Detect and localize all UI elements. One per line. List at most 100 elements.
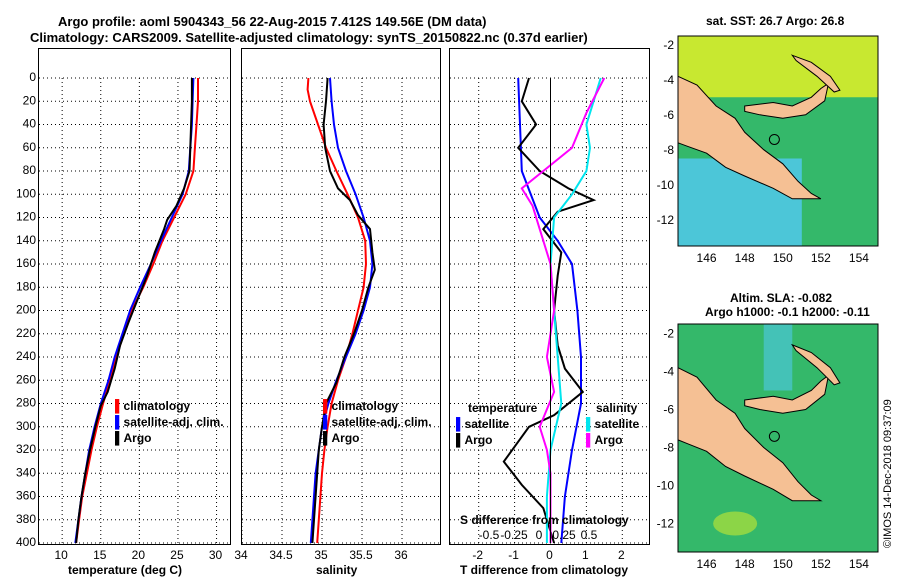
map-lat-label: -12 (657, 517, 675, 531)
map-lat-label: -4 (663, 365, 674, 379)
sla-anomaly-region (713, 511, 758, 536)
legend-argo: Argo (123, 431, 152, 445)
temperature-panel (38, 48, 231, 545)
map-frame (677, 323, 879, 553)
depth-tick-label: 40 (23, 117, 37, 131)
s-difference-ticks: -0.5 -0.25 0 0.25 0.5 (479, 528, 598, 542)
series-line-temperature-argo (502, 77, 597, 544)
depth-tick-label: 400 (16, 535, 36, 549)
legend-climatology: climatology (123, 399, 191, 413)
difference-xlabel: T difference from climatology (460, 563, 629, 577)
legend-climatology: climatology (331, 399, 399, 413)
depth-tick-label: 80 (23, 163, 37, 177)
s-diff-tick-label: 0.25 (552, 528, 576, 542)
depth-tick-label: 180 (16, 279, 36, 293)
map-lat-label: -10 (657, 479, 675, 493)
s-diff-tick-label: -0.25 (500, 528, 528, 542)
salinity-xlabel: salinity (316, 563, 358, 577)
difference-x-ticks: -2 -1 0 1 2 (472, 548, 625, 562)
salinity-panel (241, 48, 441, 545)
legend-satellite-adj: satellite-adj. clim. (331, 415, 432, 429)
legend-temperature-satellite: satellite (464, 417, 510, 431)
salinity-legend: ▌climatology ▌satellite-adj. clim. ▌Argo (323, 399, 432, 445)
series-line-temperature-satellite (517, 77, 582, 544)
map-lat-label: -8 (663, 441, 674, 455)
depth-tick-label: 280 (16, 396, 36, 410)
map-lon-label: 152 (811, 251, 831, 265)
depth-axis: 0 20 40 60 80 100 120 140 160 180 200 220 240 260 280 3… (16, 70, 37, 549)
sla-map-title-1: Altim. SLA: -0.082 (730, 291, 833, 305)
depth-tick-label: 320 (16, 442, 36, 456)
depth-tick-label: 240 (16, 349, 36, 363)
depth-tick-label: 20 (23, 93, 37, 107)
map-lat-label: -6 (663, 108, 674, 122)
salinity-x-ticks: 34 34.5 35 35.5 36 (234, 548, 408, 562)
s-diff-tick-label: 0.5 (581, 528, 598, 542)
high-sla-region (763, 324, 793, 391)
x-tick-label: 34.5 (269, 548, 293, 562)
depth-tick-label: 60 (23, 140, 37, 154)
map-lon-label: 148 (735, 251, 755, 265)
map-lat-label: -6 (663, 403, 674, 417)
sla-map-title-2: Argo h1000: -0.1 h2000: -0.11 (705, 305, 870, 319)
series-line-climatology (306, 77, 368, 544)
x-tick-label: 36 (394, 548, 408, 562)
temperature-legend: ▌climatology ▌satellite-adj. clim. ▌Argo (115, 399, 224, 445)
series-line-salinity-argo (520, 77, 606, 543)
depth-tick-label: 140 (16, 233, 36, 247)
series-line-climatology (75, 78, 199, 544)
series-line-satellite-adj-clim- (309, 77, 374, 544)
temperature-xlabel: temperature (deg C) (68, 563, 183, 577)
x-tick-label: 0 (546, 548, 553, 562)
map-lon-label: 154 (849, 251, 869, 265)
x-tick-label: 30 (209, 548, 223, 562)
x-tick-label: 34 (234, 548, 248, 562)
new-ireland-land (790, 343, 841, 386)
imos-credit: ©IMOS 14-Dec-2018 09:37:09 (882, 399, 894, 548)
new-guinea-land (677, 75, 822, 200)
warm-sst-region (678, 36, 878, 98)
map-frame (677, 35, 879, 247)
difference-legend-temperature: temperature ▌satellite ▌Argo (456, 401, 538, 447)
new-britain-land (744, 374, 830, 414)
depth-tick-label: 0 (29, 70, 36, 84)
map-lat-label: -2 (663, 327, 674, 341)
map-lat-label: -8 (663, 143, 674, 157)
s-diff-tick-label: 0 (536, 528, 543, 542)
temperature-x-ticks: 10 15 20 25 30 (54, 548, 223, 562)
depth-tick-label: 120 (16, 210, 36, 224)
profile-title: Argo profile: aoml 5904343_56 22-Aug-201… (58, 14, 487, 29)
series-line-salinity-satellite (545, 77, 602, 543)
x-tick-label: 35.5 (349, 548, 373, 562)
x-tick-label: 35 (314, 548, 328, 562)
legend-salinity-satellite: satellite (594, 417, 640, 431)
s-difference-label: S difference from climatology (460, 513, 629, 527)
argo-location-marker (768, 430, 780, 442)
map-lon-label: 154 (849, 557, 869, 571)
legend-argo: Argo (331, 431, 360, 445)
new-guinea-land (677, 366, 823, 502)
x-tick-label: -1 (508, 548, 519, 562)
legend-title-temperature: temperature (468, 401, 538, 415)
argo-location-marker (768, 133, 780, 145)
depth-tick-label: 260 (16, 372, 36, 386)
depth-tick-label: 340 (16, 465, 36, 479)
series-line-argo (311, 77, 376, 544)
map-lon-label: 148 (735, 557, 755, 571)
x-tick-label: -2 (472, 548, 483, 562)
x-tick-label: 1 (582, 548, 589, 562)
legend-title-salinity: salinity (596, 401, 638, 415)
x-tick-label: 25 (170, 548, 184, 562)
depth-tick-label: 360 (16, 489, 36, 503)
depth-tick-label: 380 (16, 512, 36, 526)
new-britain-land (744, 82, 830, 119)
map-lon-label: 150 (773, 251, 793, 265)
depth-tick-label: 100 (16, 186, 36, 200)
x-tick-label: 10 (54, 548, 68, 562)
climatology-title: Climatology: CARS2009. Satellite-adjuste… (30, 30, 588, 45)
map-lat-label: -10 (657, 178, 675, 192)
series-line-argo (75, 78, 193, 544)
new-ireland-land (790, 54, 841, 93)
sla-map: -2 -4 -6 -8 -10 -12 146 148 150 152 154 (657, 323, 879, 571)
map-lon-label: 146 (697, 557, 717, 571)
